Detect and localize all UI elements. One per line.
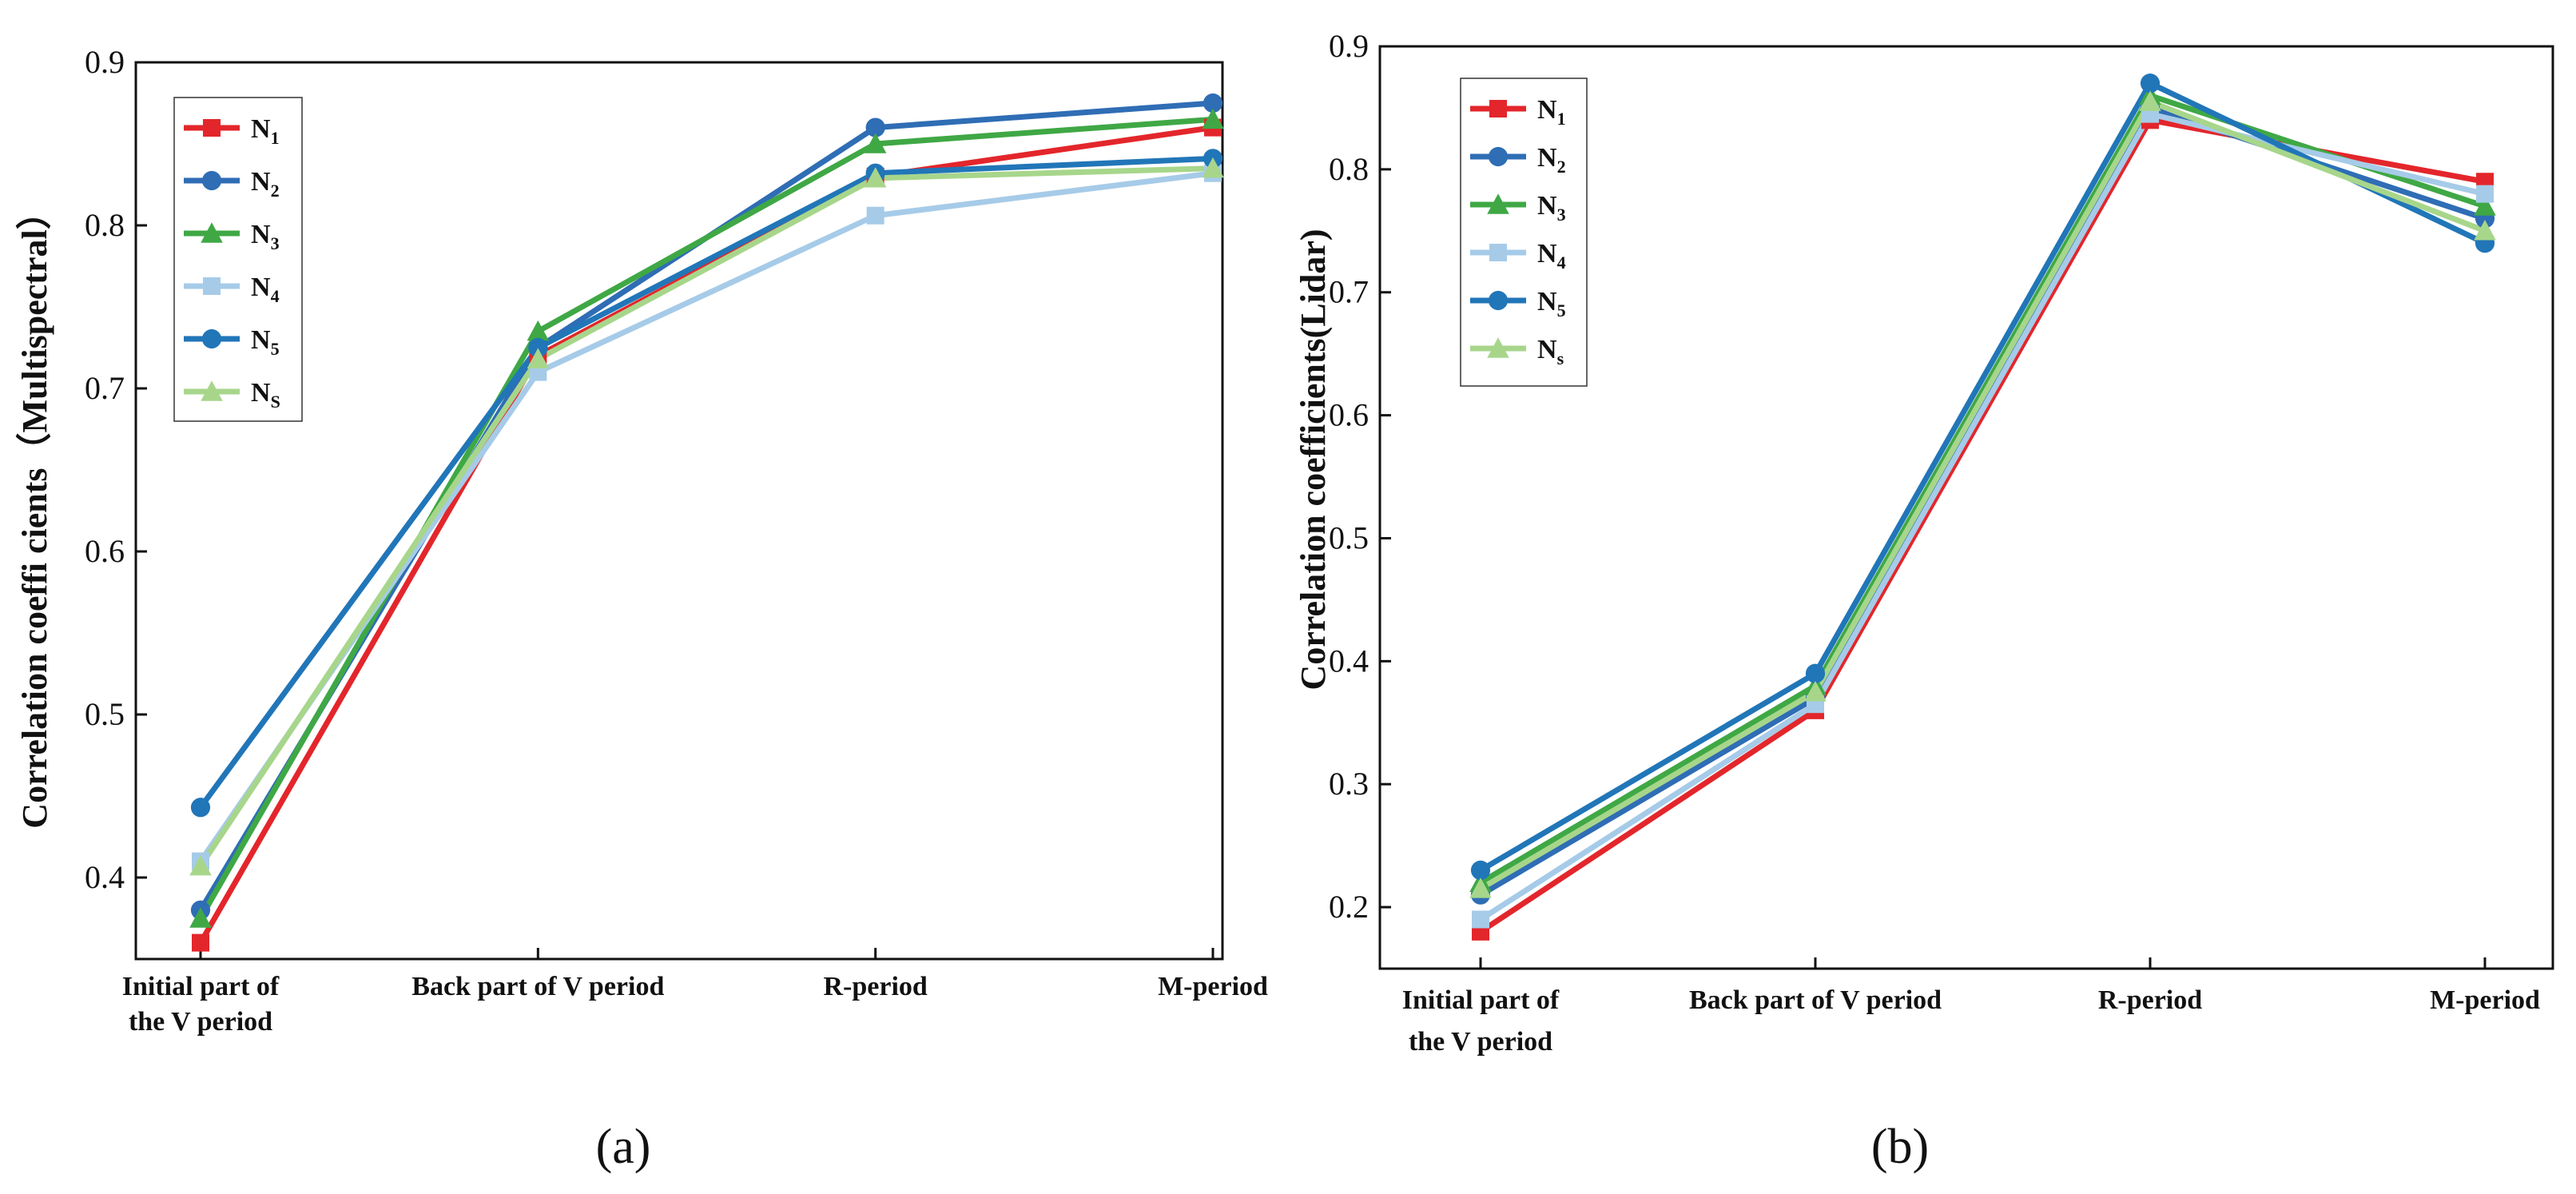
y-tick-label: 0.9 (1329, 28, 1369, 64)
y-tick-label: 0.8 (85, 207, 125, 243)
x-tick-label: Initial part of (122, 972, 280, 1001)
data-point (2474, 220, 2496, 241)
legend-marker (201, 328, 222, 349)
legend-label: N2 (1537, 143, 1566, 177)
data-point (1202, 157, 1224, 178)
series-line-n3 (197, 116, 1214, 920)
series-line-n5 (198, 155, 1214, 810)
plot-frame (1378, 45, 2554, 970)
legend: N1 N2 N3 N4 N5 Ns (1460, 78, 1588, 387)
legend-marker (203, 119, 221, 137)
data-point (527, 348, 550, 368)
legend-label: N3 (1537, 191, 1566, 225)
legend: N1 N2 N3 N4 N5 NS (173, 97, 303, 422)
data-point (1804, 681, 1827, 702)
legend-marker (1488, 146, 1509, 167)
data-point (864, 133, 887, 153)
data-point (192, 933, 209, 952)
panel-label: (a) (596, 1120, 651, 1174)
series-line-ns (1479, 98, 2487, 892)
x-tick-label: R-period (824, 972, 928, 1001)
series-line-n4 (1479, 111, 2486, 922)
y-tick-label: 0.8 (1329, 151, 1369, 187)
x-tick-label: the V period (1409, 1027, 1552, 1057)
y-tick-label: 0.9 (85, 44, 125, 80)
legend-box (173, 97, 303, 422)
legend-marker (1487, 337, 1509, 358)
legend-marker (1487, 193, 1509, 214)
data-point (866, 206, 885, 225)
y-tick-label: 0.6 (85, 533, 125, 569)
data-point (864, 167, 887, 188)
series-line-n2 (1479, 105, 2487, 897)
legend-label: N5 (1537, 287, 1566, 320)
legend-marker (201, 222, 223, 243)
legend-label: N1 (1537, 95, 1566, 129)
y-tick-label: 0.4 (85, 859, 125, 895)
legend-label: Ns (1537, 335, 1564, 368)
legend-marker (201, 380, 223, 401)
data-point (1203, 93, 1223, 113)
y-tick-label: 0.2 (1329, 889, 1369, 925)
data-point (1470, 860, 1491, 881)
y-tick-label: 0.5 (85, 696, 125, 732)
x-tick-label: M-period (2430, 985, 2540, 1015)
data-point (1805, 663, 1826, 683)
y-tick-label: 0.4 (1329, 643, 1369, 679)
legend-marker (1489, 244, 1507, 261)
series-line-ns (198, 165, 1214, 868)
data-point (189, 907, 212, 928)
chart-panel-a: 0.4 0.5 0.6 0.7 0.8 0.9 Initial part of the V p… (15, 44, 1268, 1174)
legend-marker (203, 277, 221, 295)
x-tick-label: M-period (1158, 972, 1268, 1001)
legend-label: N4 (1537, 239, 1566, 273)
legend-box (1460, 78, 1588, 387)
data-point (189, 854, 212, 876)
x-tick-label: Initial part of (1402, 985, 1560, 1015)
y-tick-label: 0.5 (1329, 519, 1369, 555)
series-line-n3 (1479, 93, 2487, 886)
data-point (1472, 910, 1489, 929)
x-tick-label: R-period (2098, 985, 2202, 1015)
panel-label: (b) (1871, 1120, 1929, 1174)
y-axis-label: Correlation coefficients(Lidar) (1294, 229, 1333, 690)
legend-marker (201, 170, 222, 191)
data-point (865, 117, 885, 137)
data-point (190, 798, 211, 818)
data-point (1469, 878, 1492, 898)
y-tick-label: 0.7 (85, 370, 125, 406)
legend-label: N3 (251, 220, 280, 253)
y-tick-label: 0.7 (1329, 274, 1369, 310)
legend-label: N5 (251, 325, 280, 359)
series-line-n4 (198, 170, 1214, 863)
legend-label: N2 (251, 167, 280, 201)
data-point (2476, 185, 2494, 203)
series-line-n1 (197, 125, 1214, 945)
y-axis-label: Correlation coeffi cients（Multispectral） (15, 194, 54, 828)
legend-label: NS (251, 378, 280, 412)
x-tick-label: the V period (129, 1007, 272, 1037)
legend-label: N1 (251, 114, 280, 148)
series-line-n5 (1479, 80, 2487, 873)
x-tick-label: Back part of V period (411, 972, 664, 1001)
series-line-n1 (1479, 117, 2486, 934)
legend-label: N4 (251, 273, 280, 306)
data-point (2139, 90, 2161, 111)
data-point (527, 320, 550, 341)
data-point (2474, 195, 2496, 216)
series-line-n2 (197, 100, 1214, 912)
data-point (528, 337, 548, 358)
x-tick-label: Back part of V period (1689, 985, 1942, 1015)
y-tick-label: 0.6 (1329, 397, 1369, 433)
chart-panel-b: 0.2 0.3 0.4 0.5 0.6 0.7 0.8 0.9 Initial part of t… (1294, 28, 2554, 1174)
y-tick-label: 0.3 (1329, 766, 1369, 802)
legend-marker (1489, 100, 1507, 117)
plot-frame (134, 61, 1224, 961)
legend-marker (1488, 290, 1509, 311)
data-point (2140, 74, 2161, 94)
data-point (1202, 108, 1224, 129)
